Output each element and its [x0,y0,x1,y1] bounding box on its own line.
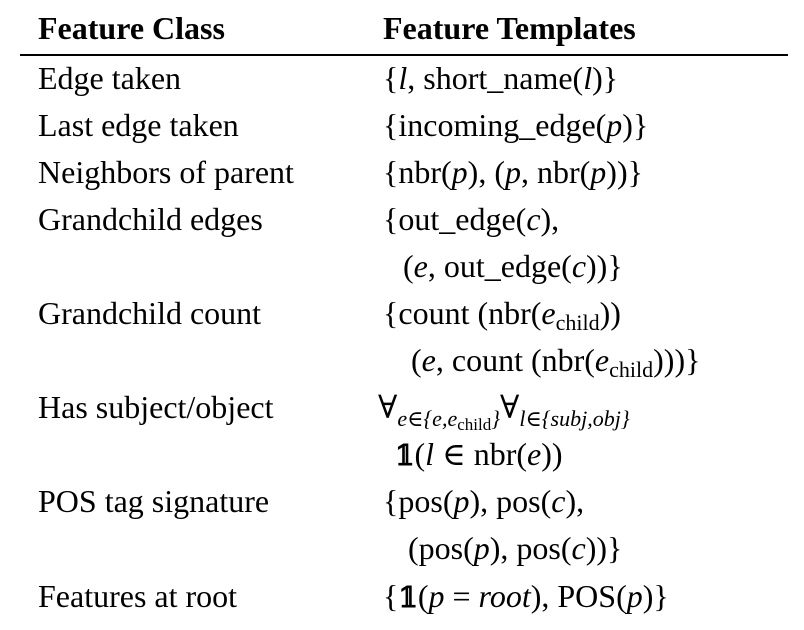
header-rule [20,54,788,56]
row-template-grandchild-count-line2: (e, count (nbr(echild)))} [411,342,701,382]
row-class-grandchild-count: Grandchild count [38,295,262,331]
row-template-pos-tag-line2: (pos(p), pos(c))} [408,530,623,566]
row-class-last-edge: Last edge taken [38,107,239,143]
row-template-features-at-root: {𝟙(p = root), POS(p)} [383,578,669,614]
row-template-pos-tag-line1: {pos(p), pos(c), [383,483,585,519]
row-template-grandchild-count-line1: {count (nbr(echild)) [383,295,621,335]
header-feature-templates: Feature Templates [383,10,636,46]
row-class-has-subject-object: Has subject/object [38,389,274,425]
row-template-grandchild-edges-line2: (e, out_edge(c))} [403,248,623,284]
row-template-grandchild-edges-line1: {out_edge(c), [383,201,560,237]
row-class-edge-taken: Edge taken [38,60,182,96]
row-template-edge-taken: {l, short_name(l)} [383,60,619,96]
row-class-features-at-root: Features at root [38,578,238,614]
row-template-has-subject-object-line2: 𝟙(l ∈ nbr(e)) [395,436,563,472]
row-class-pos-tag: POS tag signature [38,483,270,519]
row-class-grandchild-edges: Grandchild edges [38,201,263,237]
row-template-neighbors: {nbr(p), (p, nbr(p))} [383,154,643,190]
row-class-neighbors: Neighbors of parent [38,154,294,190]
row-template-has-subject-object-line1: ∀e∈{e,echild}∀l∈{subj,obj} [378,389,630,434]
header-feature-class: Feature Class [38,10,225,46]
row-template-last-edge: {incoming_edge(p)} [383,107,649,143]
